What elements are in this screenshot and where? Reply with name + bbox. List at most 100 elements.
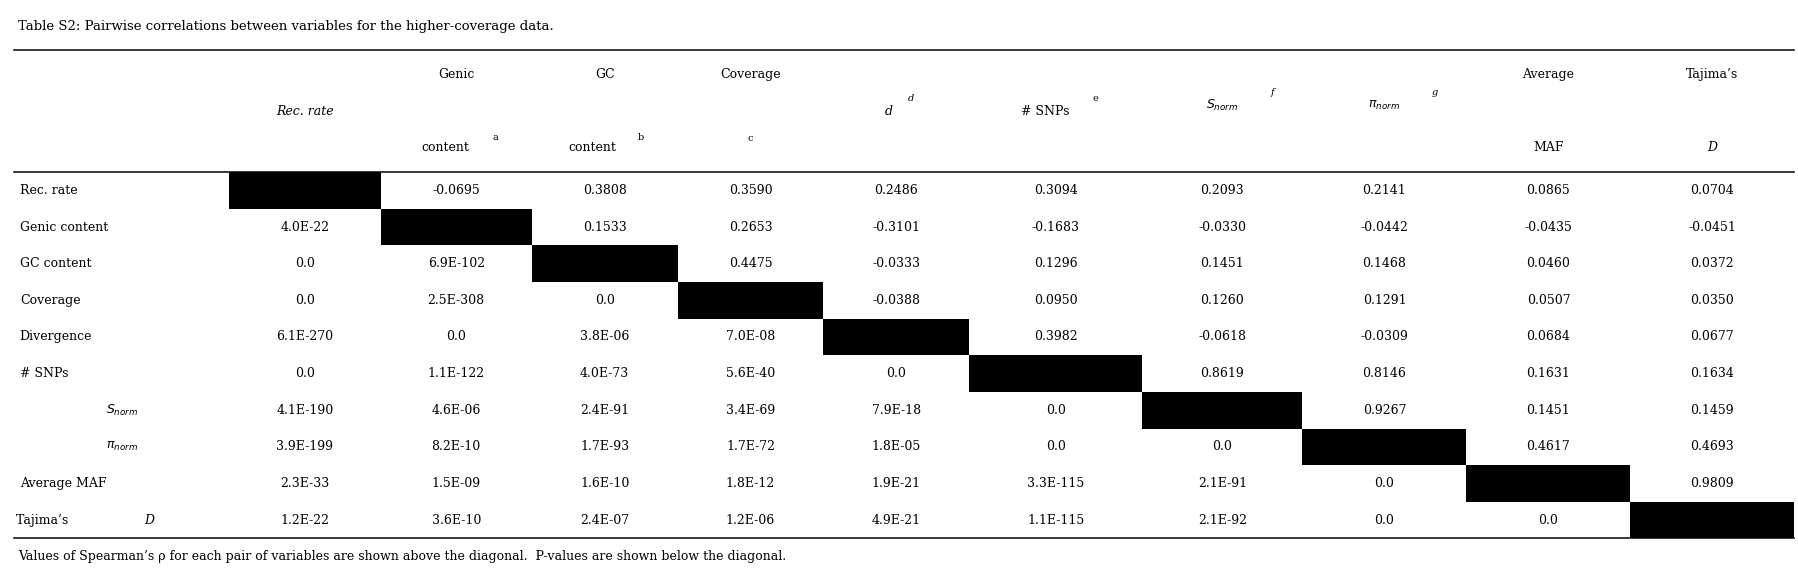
Text: 0.4693: 0.4693 bbox=[1690, 440, 1735, 453]
Text: 0.0: 0.0 bbox=[295, 367, 315, 380]
Text: -0.0333: -0.0333 bbox=[872, 257, 921, 270]
Text: 0.3982: 0.3982 bbox=[1034, 331, 1077, 343]
Text: -0.0309: -0.0309 bbox=[1361, 331, 1408, 343]
Text: 1.7E-93: 1.7E-93 bbox=[581, 440, 629, 453]
Text: d: d bbox=[885, 104, 894, 118]
Text: 0.0: 0.0 bbox=[1374, 514, 1395, 526]
Text: 0.0: 0.0 bbox=[886, 367, 906, 380]
Text: 2.1E-91: 2.1E-91 bbox=[1197, 477, 1246, 490]
Text: # SNPs: # SNPs bbox=[20, 367, 68, 380]
Text: Values of Spearman’s ρ for each pair of variables are shown above the diagonal. : Values of Spearman’s ρ for each pair of … bbox=[18, 550, 786, 563]
Text: 0.0: 0.0 bbox=[295, 257, 315, 270]
Text: 0.1459: 0.1459 bbox=[1690, 404, 1735, 417]
Text: 0.0460: 0.0460 bbox=[1527, 257, 1570, 270]
Text: content: content bbox=[421, 141, 469, 154]
Text: 1.8E-12: 1.8E-12 bbox=[726, 477, 775, 490]
Text: $S_{norm}$: $S_{norm}$ bbox=[1206, 98, 1239, 113]
Text: 0.0: 0.0 bbox=[595, 294, 615, 307]
Text: 0.0: 0.0 bbox=[1374, 477, 1395, 490]
Text: a: a bbox=[493, 133, 498, 142]
Text: 1.1E-122: 1.1E-122 bbox=[428, 367, 485, 380]
Text: -0.1683: -0.1683 bbox=[1032, 220, 1079, 234]
Text: 0.4617: 0.4617 bbox=[1527, 440, 1570, 453]
Text: 2.1E-92: 2.1E-92 bbox=[1197, 514, 1246, 526]
Text: Average MAF: Average MAF bbox=[20, 477, 106, 490]
Text: 0.1451: 0.1451 bbox=[1201, 257, 1244, 270]
Text: -0.0618: -0.0618 bbox=[1197, 331, 1246, 343]
Text: Genic content: Genic content bbox=[20, 220, 108, 234]
Text: 0.2141: 0.2141 bbox=[1363, 184, 1406, 197]
Text: Divergence: Divergence bbox=[20, 331, 92, 343]
Text: $S_{norm}$: $S_{norm}$ bbox=[106, 403, 138, 418]
Text: 4.9E-21: 4.9E-21 bbox=[872, 514, 921, 526]
Text: 0.0507: 0.0507 bbox=[1527, 294, 1570, 307]
Text: 2.4E-91: 2.4E-91 bbox=[581, 404, 629, 417]
Text: Genic: Genic bbox=[439, 68, 475, 82]
Text: Average: Average bbox=[1523, 68, 1575, 82]
Text: 0.0: 0.0 bbox=[1046, 404, 1066, 417]
Text: -0.0442: -0.0442 bbox=[1361, 220, 1408, 234]
Text: MAF: MAF bbox=[1534, 141, 1564, 154]
Text: d: d bbox=[908, 94, 913, 103]
Text: 4.6E-06: 4.6E-06 bbox=[432, 404, 480, 417]
Text: Tajima’s: Tajima’s bbox=[16, 514, 72, 526]
Text: 0.1451: 0.1451 bbox=[1527, 404, 1570, 417]
Text: 3.4E-69: 3.4E-69 bbox=[726, 404, 775, 417]
Text: 1.6E-10: 1.6E-10 bbox=[581, 477, 629, 490]
Text: # SNPs: # SNPs bbox=[1021, 104, 1070, 118]
Text: -0.0388: -0.0388 bbox=[872, 294, 921, 307]
Text: 0.0: 0.0 bbox=[1046, 440, 1066, 453]
Text: 2.3E-33: 2.3E-33 bbox=[280, 477, 329, 490]
Text: 0.2653: 0.2653 bbox=[728, 220, 773, 234]
Text: 0.1533: 0.1533 bbox=[583, 220, 626, 234]
Text: 0.0684: 0.0684 bbox=[1527, 331, 1570, 343]
Text: 0.4475: 0.4475 bbox=[728, 257, 773, 270]
Text: GC content: GC content bbox=[20, 257, 92, 270]
Text: $\pi_{norm}$: $\pi_{norm}$ bbox=[106, 440, 138, 453]
Text: 0.9809: 0.9809 bbox=[1690, 477, 1735, 490]
Text: 0.1296: 0.1296 bbox=[1034, 257, 1077, 270]
Text: 4.0E-73: 4.0E-73 bbox=[581, 367, 629, 380]
Text: 1.1E-115: 1.1E-115 bbox=[1027, 514, 1084, 526]
Text: 0.1260: 0.1260 bbox=[1201, 294, 1244, 307]
Text: Rec. rate: Rec. rate bbox=[277, 104, 334, 118]
Text: f: f bbox=[1271, 88, 1275, 97]
Text: 3.9E-199: 3.9E-199 bbox=[277, 440, 333, 453]
Text: 0.1634: 0.1634 bbox=[1690, 367, 1735, 380]
Text: 2.4E-07: 2.4E-07 bbox=[581, 514, 629, 526]
Text: -0.0695: -0.0695 bbox=[432, 184, 480, 197]
Text: 0.3094: 0.3094 bbox=[1034, 184, 1077, 197]
Text: 0.2486: 0.2486 bbox=[874, 184, 919, 197]
Text: 0.0: 0.0 bbox=[295, 294, 315, 307]
Text: 1.7E-72: 1.7E-72 bbox=[726, 440, 775, 453]
Text: 1.2E-06: 1.2E-06 bbox=[726, 514, 775, 526]
Text: 7.9E-18: 7.9E-18 bbox=[872, 404, 921, 417]
Text: Tajima’s: Tajima’s bbox=[1687, 68, 1739, 82]
Text: 1.9E-21: 1.9E-21 bbox=[872, 477, 921, 490]
Text: -0.0435: -0.0435 bbox=[1525, 220, 1573, 234]
Text: D: D bbox=[1708, 141, 1717, 154]
Text: 6.9E-102: 6.9E-102 bbox=[428, 257, 485, 270]
Text: 0.0: 0.0 bbox=[446, 331, 466, 343]
Text: 8.2E-10: 8.2E-10 bbox=[432, 440, 480, 453]
Text: 2.5E-308: 2.5E-308 bbox=[428, 294, 485, 307]
Text: 4.1E-190: 4.1E-190 bbox=[277, 404, 334, 417]
Text: 0.0350: 0.0350 bbox=[1690, 294, 1735, 307]
Text: b: b bbox=[638, 133, 644, 142]
Text: 3.8E-06: 3.8E-06 bbox=[581, 331, 629, 343]
Text: $\pi_{norm}$: $\pi_{norm}$ bbox=[1368, 99, 1401, 112]
Text: GC: GC bbox=[595, 68, 615, 82]
Text: 3.3E-115: 3.3E-115 bbox=[1027, 477, 1084, 490]
Text: 0.8146: 0.8146 bbox=[1363, 367, 1406, 380]
Text: 0.0: 0.0 bbox=[1539, 514, 1559, 526]
Text: D: D bbox=[144, 514, 155, 526]
Text: Coverage: Coverage bbox=[20, 294, 81, 307]
Text: 0.8619: 0.8619 bbox=[1201, 367, 1244, 380]
Text: 4.0E-22: 4.0E-22 bbox=[280, 220, 329, 234]
Text: 1.8E-05: 1.8E-05 bbox=[872, 440, 921, 453]
Text: 3.6E-10: 3.6E-10 bbox=[432, 514, 480, 526]
Text: 0.1468: 0.1468 bbox=[1363, 257, 1406, 270]
Text: c: c bbox=[748, 134, 753, 144]
Text: 0.0950: 0.0950 bbox=[1034, 294, 1077, 307]
Text: 0.3808: 0.3808 bbox=[583, 184, 628, 197]
